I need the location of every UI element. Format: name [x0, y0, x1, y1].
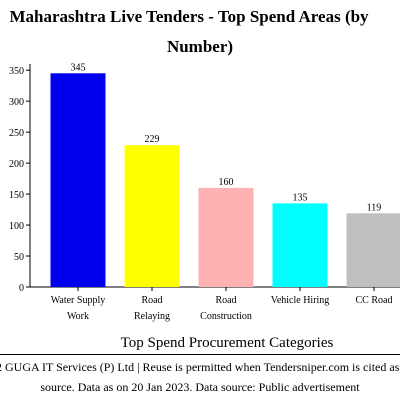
category-label: CC Road [356, 295, 393, 306]
y-tick-label: 50 [14, 252, 24, 263]
x-axis-title: Top Spend Procurement Categories [121, 335, 334, 351]
bar [273, 203, 328, 287]
category-label-line: CC Road [356, 295, 393, 306]
category-label: Vehicle Hiring [271, 295, 330, 306]
category-label-line: Water Supply [51, 295, 105, 306]
bar [125, 145, 180, 287]
category-label: Road Construction [200, 295, 252, 322]
data-label: 135 [293, 192, 308, 203]
category-label-line: Road [141, 295, 162, 306]
y-axis: 0 50 100 150 200 250 300 350 [9, 64, 30, 294]
bar [347, 213, 400, 287]
data-label: 345 [71, 62, 86, 73]
category-labels: Water Supply Work Road Relaying Road Construc… [51, 295, 393, 322]
y-tick-label: 250 [9, 128, 24, 139]
bar-chart: 0 50 100 150 200 250 300 350 345 229 160 135 119 Wa… [0, 0, 400, 354]
y-tick-label: 0 [19, 283, 24, 294]
category-label-line: Construction [200, 311, 252, 322]
bar [51, 73, 106, 287]
y-tick-label: 100 [9, 221, 24, 232]
bar [199, 188, 254, 287]
data-label: 229 [145, 134, 160, 145]
footer-credit-line-1: 22 GUGA IT Services (P) Ltd | Reuse is p… [0, 360, 390, 375]
x-axis [30, 287, 400, 291]
y-tick-label: 300 [9, 97, 24, 108]
y-tick-label: 150 [9, 190, 24, 201]
data-label: 119 [367, 202, 382, 213]
footer-credit: 22 GUGA IT Services (P) Ltd | Reuse is p… [0, 354, 400, 401]
category-label: Water Supply Work [51, 295, 105, 322]
category-label-line: Relaying [134, 311, 170, 322]
y-tick-label: 200 [9, 159, 24, 170]
data-label: 160 [219, 177, 234, 188]
category-label-line: Road [215, 295, 236, 306]
y-tick-label: 350 [9, 66, 24, 77]
category-label: Road Relaying [134, 295, 170, 322]
category-label-line: Work [67, 311, 89, 322]
category-label-line: Vehicle Hiring [271, 295, 330, 306]
footer-credit-line-2: source. Data as on 20 Jan 2023. Data sou… [0, 380, 400, 395]
